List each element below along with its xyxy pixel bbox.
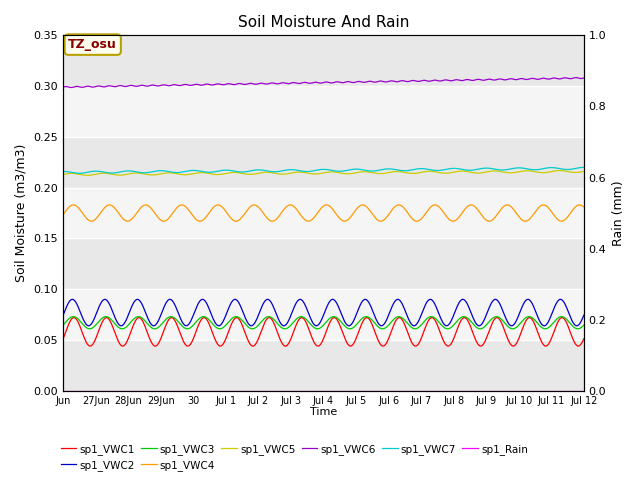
sp1_VWC5: [60, 171, 67, 177]
sp1_VWC6: [60, 84, 67, 90]
sp1_VWC2: [271, 306, 278, 312]
sp1_VWC6: [271, 81, 278, 86]
sp1_VWC4: [271, 217, 278, 223]
Bar: [63, 188, 584, 239]
sp1_VWC4: [113, 207, 120, 213]
sp1_VWC4: [214, 202, 222, 208]
sp1_Rain: [289, 388, 296, 394]
sp1_VWC2: [476, 323, 483, 329]
sp1_VWC7: [580, 165, 588, 170]
sp1_Rain: [475, 388, 483, 394]
sp1_VWC1: [271, 323, 278, 328]
sp1_VWC6: [580, 75, 588, 81]
sp1_VWC5: [84, 172, 92, 178]
sp1_VWC2: [418, 311, 426, 316]
sp1_Rain: [60, 388, 67, 394]
Title: Soil Moisture And Rain: Soil Moisture And Rain: [238, 15, 409, 30]
sp1_VWC2: [113, 318, 120, 324]
X-axis label: Time: Time: [310, 407, 337, 417]
sp1_VWC1: [113, 335, 121, 341]
sp1_VWC1: [418, 334, 426, 340]
sp1_VWC7: [76, 170, 83, 176]
sp1_VWC6: [476, 76, 483, 82]
sp1_VWC4: [467, 202, 474, 208]
sp1_VWC7: [113, 170, 121, 176]
sp1_VWC7: [417, 166, 425, 171]
sp1_VWC5: [417, 169, 425, 175]
sp1_VWC6: [113, 84, 121, 89]
sp1_VWC1: [580, 336, 588, 342]
sp1_Rain: [417, 388, 424, 394]
sp1_VWC2: [60, 312, 67, 318]
sp1_VWC5: [580, 168, 588, 174]
sp1_VWC2: [289, 307, 297, 313]
sp1_Rain: [465, 388, 473, 394]
sp1_VWC6: [466, 77, 474, 83]
sp1_VWC1: [290, 329, 298, 335]
sp1_Rain: [113, 388, 120, 394]
Bar: [63, 137, 584, 188]
sp1_VWC7: [60, 168, 67, 174]
Bar: [63, 289, 584, 340]
sp1_Rain: [580, 388, 588, 394]
sp1_VWC1: [467, 323, 474, 329]
Bar: [63, 36, 584, 86]
Line: sp1_VWC1: sp1_VWC1: [63, 318, 584, 346]
sp1_VWC1: [60, 336, 67, 342]
sp1_VWC3: [102, 314, 109, 320]
sp1_VWC3: [580, 322, 588, 328]
Text: TZ_osu: TZ_osu: [68, 38, 117, 51]
sp1_VWC3: [60, 322, 67, 328]
sp1_VWC2: [580, 312, 588, 318]
Line: sp1_VWC5: sp1_VWC5: [63, 170, 584, 175]
sp1_VWC7: [476, 166, 483, 172]
Line: sp1_VWC7: sp1_VWC7: [63, 168, 584, 173]
sp1_VWC6: [417, 78, 425, 84]
sp1_VWC4: [160, 218, 168, 224]
sp1_VWC4: [418, 216, 426, 221]
Line: sp1_VWC6: sp1_VWC6: [63, 78, 584, 87]
sp1_VWC6: [572, 75, 580, 81]
sp1_VWC4: [290, 204, 298, 209]
sp1_VWC4: [476, 209, 483, 215]
sp1_VWC6: [289, 80, 297, 85]
sp1_VWC7: [466, 168, 474, 173]
sp1_VWC1: [476, 343, 483, 348]
Line: sp1_VWC2: sp1_VWC2: [63, 300, 584, 326]
Bar: [63, 86, 584, 137]
Y-axis label: Soil Moisture (m3/m3): Soil Moisture (m3/m3): [15, 144, 28, 282]
sp1_VWC1: [249, 343, 257, 349]
sp1_VWC3: [271, 318, 278, 324]
sp1_VWC4: [580, 204, 588, 210]
sp1_VWC5: [113, 172, 121, 178]
sp1_VWC2: [248, 323, 255, 329]
sp1_VWC3: [248, 326, 256, 332]
sp1_VWC5: [476, 170, 483, 176]
sp1_VWC2: [467, 308, 474, 313]
sp1_VWC4: [60, 212, 67, 217]
sp1_Rain: [270, 388, 278, 394]
sp1_VWC3: [476, 326, 483, 332]
Bar: [63, 340, 584, 391]
sp1_VWC3: [418, 322, 426, 327]
sp1_VWC5: [289, 170, 297, 176]
sp1_VWC3: [113, 323, 121, 329]
sp1_VWC3: [290, 319, 298, 325]
sp1_VWC6: [67, 84, 75, 90]
sp1_VWC1: [102, 315, 110, 321]
sp1_VWC5: [271, 170, 278, 176]
Y-axis label: Rain (mm): Rain (mm): [612, 180, 625, 246]
Legend: sp1_VWC1, sp1_VWC2, sp1_VWC3, sp1_VWC4, sp1_VWC5, sp1_VWC6, sp1_VWC7, sp1_Rain: sp1_VWC1, sp1_VWC2, sp1_VWC3, sp1_VWC4, …: [56, 439, 532, 475]
Line: sp1_VWC4: sp1_VWC4: [63, 205, 584, 221]
sp1_VWC7: [271, 169, 278, 175]
sp1_VWC2: [394, 297, 402, 302]
sp1_VWC5: [466, 169, 474, 175]
sp1_VWC7: [289, 167, 297, 173]
sp1_VWC5: [556, 168, 563, 173]
sp1_VWC3: [467, 318, 474, 324]
Line: sp1_VWC3: sp1_VWC3: [63, 317, 584, 329]
Bar: [63, 239, 584, 289]
